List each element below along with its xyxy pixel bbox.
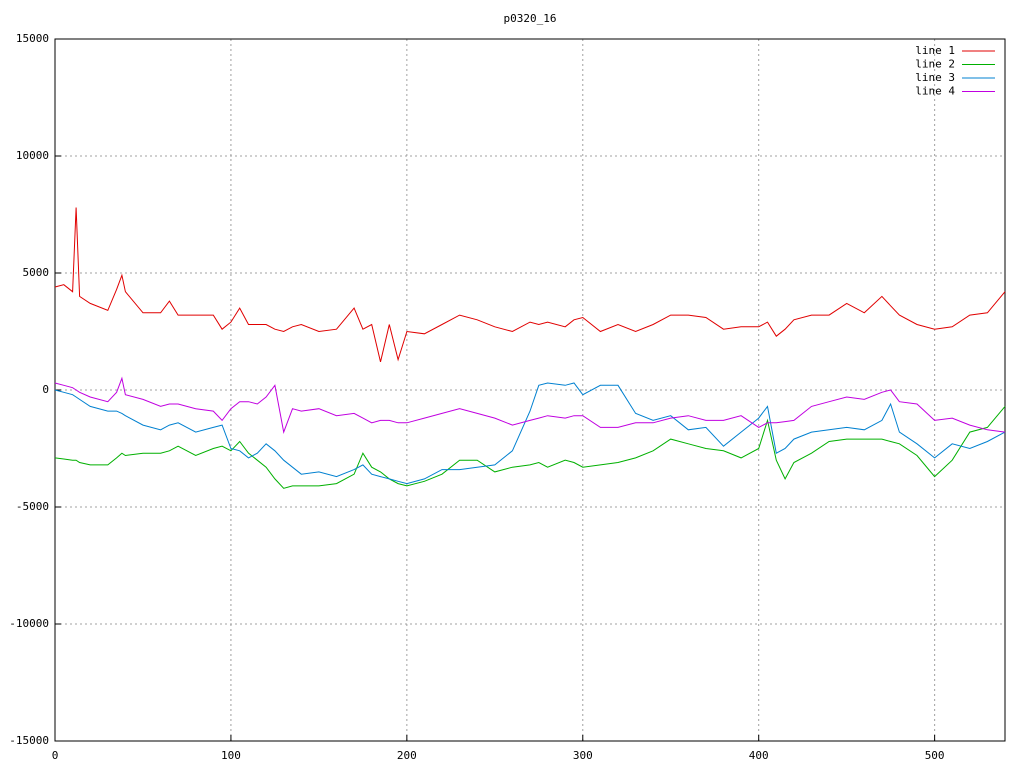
x-tick-label: 400 [749,749,769,762]
x-tick-label: 300 [573,749,593,762]
data-line [54,406,1006,489]
x-tick-label: 0 [52,749,59,762]
data-line [54,382,1006,485]
legend-label: line 4 [915,85,955,98]
y-tick-label: -15000 [9,734,49,747]
legend-label: line 1 [915,44,955,57]
x-tick-label: 200 [397,749,417,762]
x-tick-label: 500 [925,749,945,762]
legend-label: line 3 [915,71,955,84]
data-line [54,207,1006,363]
chart-title: p0320_16 [504,12,557,25]
y-tick-label: -10000 [9,617,49,630]
y-tick-label: 10000 [16,149,49,162]
y-tick-label: 5000 [23,266,50,279]
y-tick-label: 15000 [16,32,49,45]
y-tick-label: -5000 [16,500,49,513]
legend-label: line 2 [915,58,955,71]
data-line [54,376,1006,434]
y-tick-label: 0 [42,383,49,396]
x-tick-label: 100 [221,749,241,762]
